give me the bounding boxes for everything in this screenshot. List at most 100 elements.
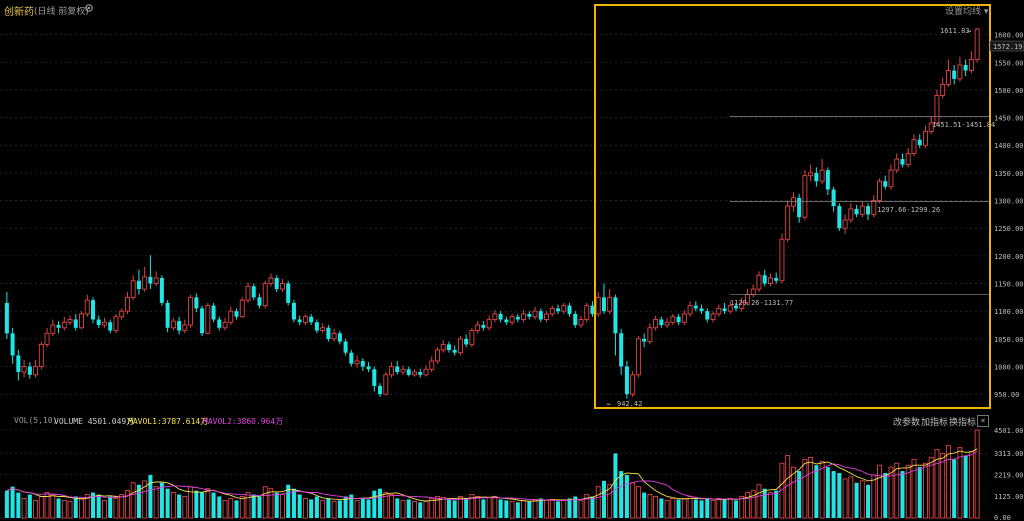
volume-bar [251,494,256,518]
volume-bar [905,464,911,519]
volume-bar [900,471,905,518]
volume-bar [595,486,601,519]
volume-bar [859,480,865,519]
volume-bar [337,500,342,518]
candle-body [400,368,406,373]
price-chart[interactable]: 1600.00 1550.00 1500.00 1450.00 1400.00 1350.… [0,0,1024,414]
volume-bar [670,497,676,519]
volume-bar [268,488,274,519]
candle-body [366,366,371,370]
candle-body [681,313,687,323]
volume-bar [119,494,125,519]
candle-body [974,28,980,60]
candle-body [257,297,262,306]
add-indicator-button[interactable]: 加指标 [921,418,949,428]
candle-body [831,189,836,207]
volume-bar [894,462,900,519]
candle-body [406,369,411,375]
candle-body [670,316,676,323]
candle-body [418,372,423,375]
candle-body [395,366,400,373]
stock-name[interactable]: 创新药 [4,7,34,18]
candle-body [584,305,590,320]
price-tick-label: 1450.00 [994,115,1024,123]
volume-bar [234,500,239,518]
volume-bar [871,474,877,519]
candle-body [567,305,572,314]
candle-body [412,371,417,376]
volume-bar [418,502,423,518]
volume-bar [831,471,836,518]
volume-bar [544,499,550,519]
volume-bar [716,497,722,519]
volume-bar [676,499,681,518]
level-lines [730,116,990,295]
candle-body [297,319,302,323]
candle-body [515,316,520,320]
volume-bar [917,467,922,518]
volume-bar [21,497,27,519]
candle-body [624,366,629,395]
candle-body [710,313,716,320]
change-params-button[interactable]: 改参数 [893,418,921,428]
volume-bar [710,499,716,519]
volume-bar [842,478,848,519]
candle-body [733,305,739,309]
price-axis: 1600.00 1550.00 1500.00 1450.00 1400.00 1350.… [994,32,1024,400]
price-tick-label: 1250.00 [994,225,1024,233]
volume-bar [664,499,670,519]
volume-bar [286,484,291,518]
price-tick-label: 1400.00 [994,142,1024,150]
candle-body [527,313,532,317]
volume-bar [440,497,446,519]
volume-bar [170,492,176,519]
set-ma-button[interactable]: 设置均线 ▾ [945,7,989,17]
volume-bar [136,484,141,518]
volume-tick-label: 3313.00 [994,450,1024,458]
candle-body [457,338,463,354]
candle-body [619,333,624,367]
candle-body [326,327,331,339]
volume-bar [963,455,968,518]
volume-bar [762,488,767,518]
candle-body [50,324,56,334]
volume-bar [262,486,268,519]
candle-body [96,319,101,326]
volume-bar [429,497,435,519]
candle-body [234,311,239,317]
volume-bar [940,453,946,519]
volume-bar [538,498,543,518]
volume-bar [124,490,130,519]
volume-bar [613,453,618,518]
candles [4,27,980,399]
volume-bar [309,499,314,518]
candle-body [262,283,268,307]
candle-body [659,319,664,326]
price-tick-label: 1550.00 [994,59,1024,67]
volume-bar [10,486,15,518]
volume-bar [302,497,308,519]
candle-body [705,311,710,320]
volume-bar [211,492,216,518]
candle-body [590,305,595,314]
candle-body [521,313,527,320]
candle-body [194,297,199,309]
volume-chart[interactable]: 4501.00 3313.00 2219.00 1125.00 0.00 [0,428,1024,521]
volume-bar [297,494,302,518]
candle-body [848,208,854,221]
candle-body [291,302,296,320]
candle-body [509,316,515,323]
gear-icon[interactable] [84,3,94,13]
price-tick-label: 1350.00 [994,170,1024,178]
close-icon[interactable]: × [977,415,989,427]
volume-bar [33,499,39,519]
volume-bar [952,459,957,518]
candle-body [245,285,251,301]
candle-body [354,360,360,365]
candle-body [136,280,141,290]
candle-body [544,313,550,320]
volume-tick-label: 2219.00 [994,472,1024,480]
high-arrow: → [967,27,971,35]
switch-indicator-button[interactable]: 换指标 [949,418,977,428]
candle-body [573,313,578,326]
